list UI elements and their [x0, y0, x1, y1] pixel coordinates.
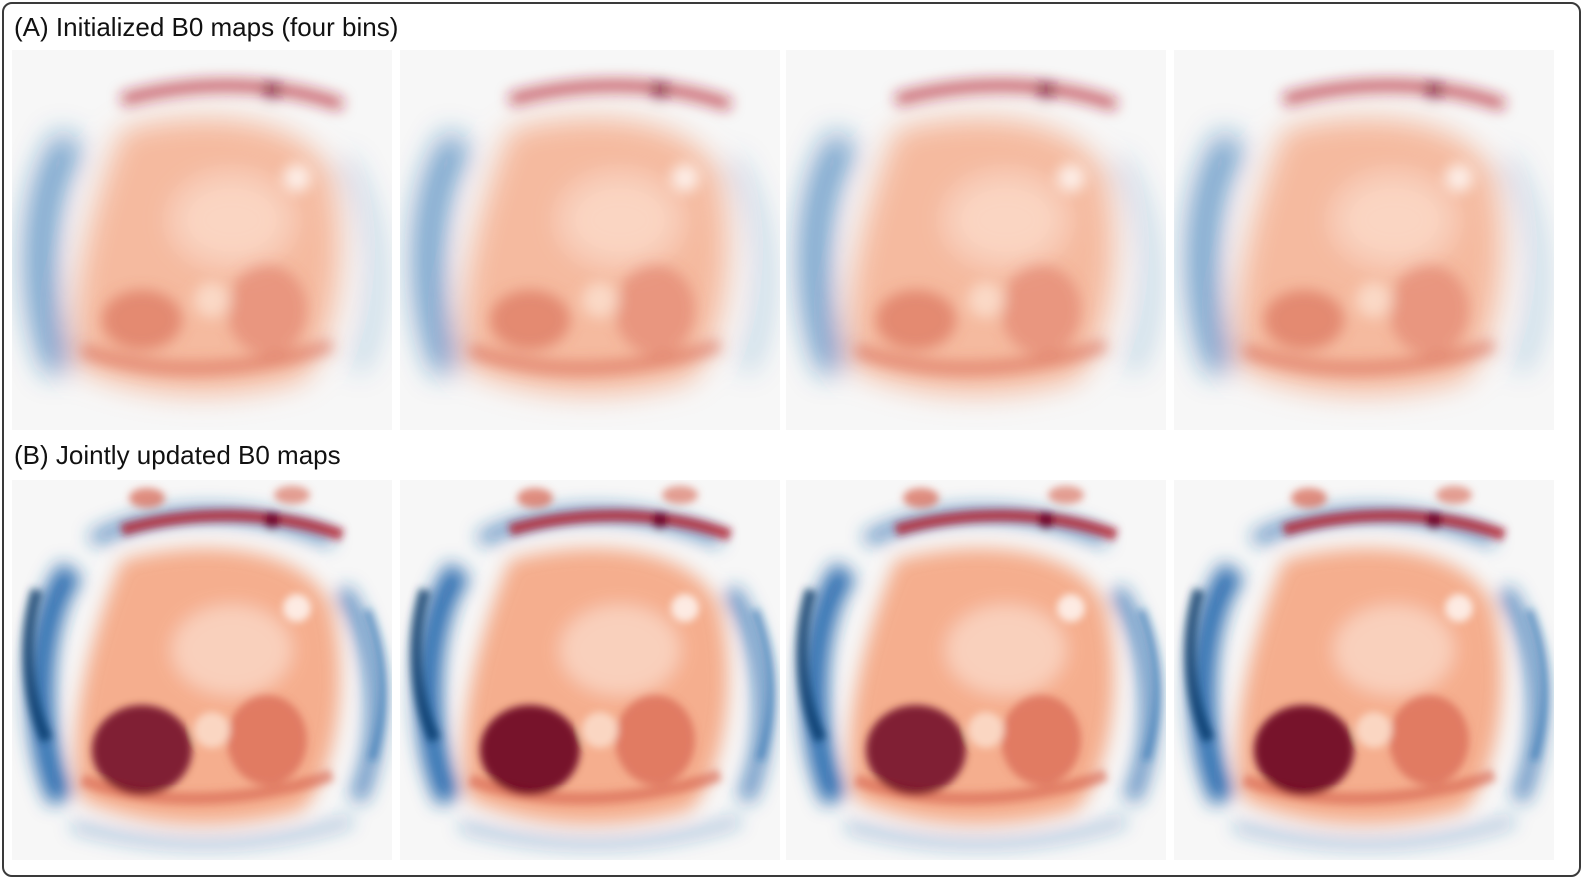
- updated-b0-map-bin-4: [1174, 480, 1554, 860]
- initialized-b0-map-bin-3: [786, 50, 1166, 430]
- section-a-row: [12, 50, 1556, 430]
- section-a-title: (A) Initialized B0 maps (four bins): [14, 12, 399, 42]
- section-b-row: [12, 480, 1556, 860]
- updated-b0-map-bin-1: [12, 480, 392, 860]
- updated-b0-map-bin-2: [400, 480, 780, 860]
- initialized-b0-map-bin-2: [400, 50, 780, 430]
- initialized-b0-map-bin-4: [1174, 50, 1554, 430]
- updated-b0-map-bin-3: [786, 480, 1166, 860]
- section-b-title: (B) Jointly updated B0 maps: [14, 440, 341, 470]
- initialized-b0-map-bin-1: [12, 50, 392, 430]
